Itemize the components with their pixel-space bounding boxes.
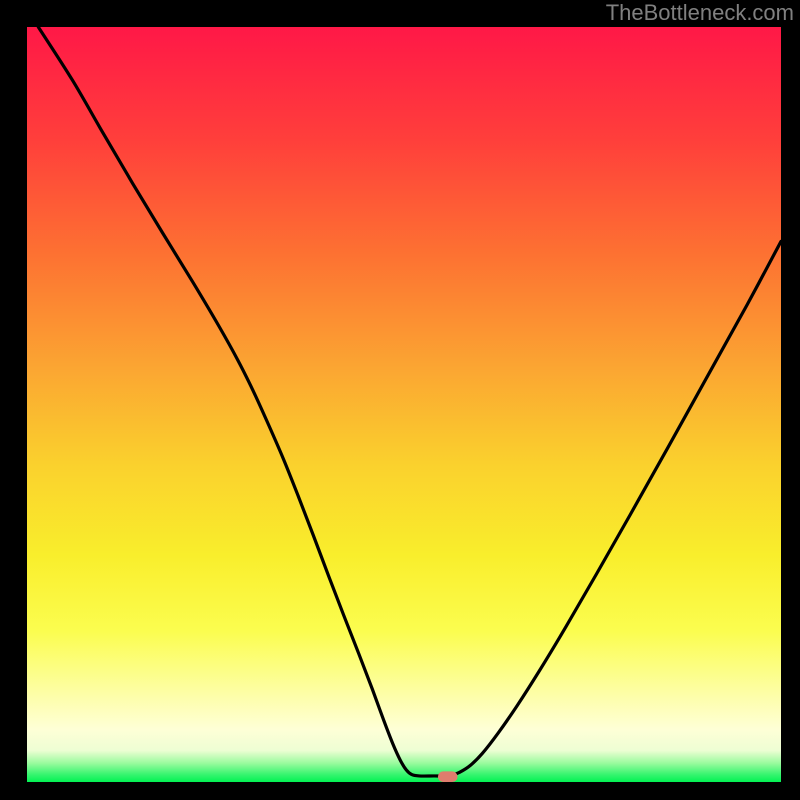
- chart-svg: [27, 27, 781, 782]
- gradient-background: [27, 27, 781, 782]
- chart-root: TheBottleneck.com: [0, 0, 800, 800]
- plot-area: [27, 27, 781, 782]
- watermark-text: TheBottleneck.com: [606, 0, 794, 26]
- optimum-marker: [438, 771, 458, 782]
